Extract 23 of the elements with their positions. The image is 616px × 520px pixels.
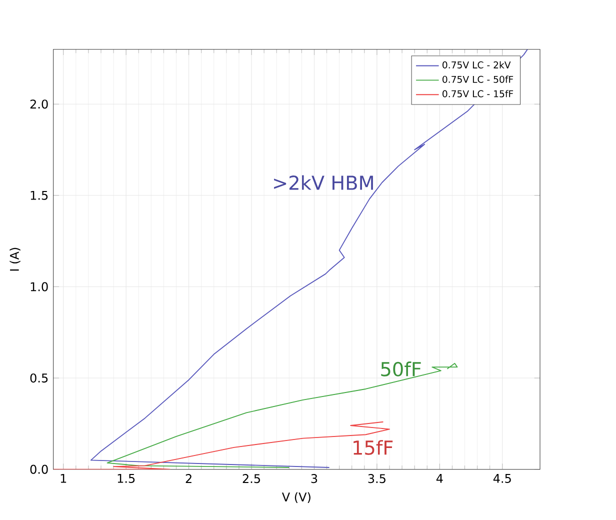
x-tick-label: 1	[60, 474, 66, 483]
y-tick-label: 0.0	[30, 464, 48, 474]
annotation: >2kV HBM	[274, 175, 373, 190]
x-axis-title: V (V)	[282, 492, 310, 503]
x-tick-label: 4.5	[493, 474, 511, 483]
y-tick-label: 0.5	[30, 373, 48, 383]
legend-label: 0.75V LC - 2kV	[442, 61, 511, 68]
annotation: 50fF	[381, 362, 421, 376]
line-series	[106, 362, 458, 468]
y-tick-label: 2.0	[30, 100, 48, 109]
legend-label: 0.75V LC - 50fF	[442, 76, 514, 83]
legend-label: 0.75V LC - 15fF	[442, 90, 514, 98]
x-tick-label: 1.5	[118, 474, 135, 483]
annotation: 15fF	[354, 440, 393, 455]
line-series	[90, 49, 528, 468]
y-tick-label: 1.0	[30, 282, 48, 292]
x-tick-label: 4	[436, 474, 443, 483]
y-axis-title: I (A)	[10, 248, 20, 271]
x-tick-label: 3.5	[368, 474, 386, 484]
x-tick-label: 3	[311, 474, 318, 484]
x-tick-label: 2	[186, 474, 192, 483]
x-tick-label: 2.5	[242, 474, 260, 484]
y-tick-label: 1.5	[30, 190, 48, 200]
